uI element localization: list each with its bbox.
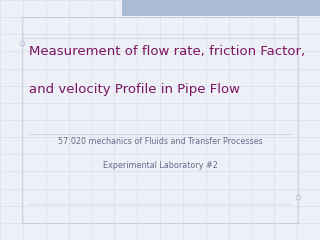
Text: 57:020 mechanics of Fluids and Transfer Processes: 57:020 mechanics of Fluids and Transfer … bbox=[58, 137, 262, 146]
Text: Experimental Laboratory #2: Experimental Laboratory #2 bbox=[103, 162, 217, 170]
Text: Measurement of flow rate, friction Factor,: Measurement of flow rate, friction Facto… bbox=[29, 45, 305, 58]
Bar bbox=[122, 0, 320, 16]
Text: and velocity Profile in Pipe Flow: and velocity Profile in Pipe Flow bbox=[29, 83, 240, 96]
